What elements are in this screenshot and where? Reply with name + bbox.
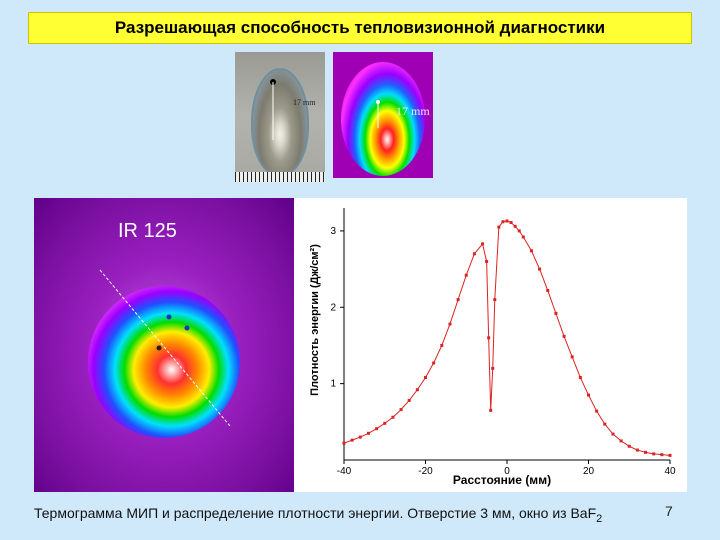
photo-spot xyxy=(251,68,309,176)
data-point xyxy=(383,421,387,425)
data-point xyxy=(358,435,362,439)
slide-title: Разрешающая способность тепловизионной д… xyxy=(28,12,692,44)
y-tick-label: 1 xyxy=(330,379,336,390)
data-point xyxy=(554,311,558,315)
data-point xyxy=(668,453,672,457)
data-point xyxy=(570,355,574,359)
ruler-scale xyxy=(235,172,325,182)
data-point xyxy=(424,376,427,380)
data-point xyxy=(464,273,468,277)
data-point xyxy=(415,388,419,392)
x-tick-label: -20 xyxy=(418,466,433,477)
photo-marker-line xyxy=(270,79,276,140)
data-point xyxy=(546,288,550,292)
data-point xyxy=(350,438,354,442)
data-point xyxy=(456,298,460,302)
data-point xyxy=(342,441,346,445)
data-point xyxy=(595,409,599,413)
data-point xyxy=(505,219,509,223)
thermogram-small xyxy=(333,52,433,178)
y-axis-label: Плотность энергии (Дж/см²) xyxy=(309,244,321,396)
x-tick-label: 0 xyxy=(504,466,510,477)
caption-subscript: 2 xyxy=(596,512,603,525)
data-point xyxy=(652,452,656,456)
data-point xyxy=(407,398,411,402)
data-point xyxy=(538,267,542,271)
data-point xyxy=(521,235,525,239)
data-point xyxy=(497,225,501,229)
data-point xyxy=(481,242,485,246)
data-point xyxy=(635,448,639,452)
thermogram-small-rings xyxy=(341,62,425,176)
x-axis-label: Расстояние (мм) xyxy=(453,473,551,487)
data-point xyxy=(578,376,582,380)
photo-size-label: 17 mm xyxy=(293,98,316,107)
data-point xyxy=(448,322,452,326)
data-point xyxy=(432,361,436,365)
data-point xyxy=(472,252,476,256)
y-tick-label: 2 xyxy=(330,302,336,313)
x-tick-label: -40 xyxy=(337,466,352,477)
x-tick-label: 40 xyxy=(664,466,676,477)
data-point xyxy=(562,334,566,338)
data-point xyxy=(375,427,379,431)
data-point xyxy=(627,444,631,448)
scan-line xyxy=(99,269,231,427)
data-point xyxy=(603,422,607,426)
data-point xyxy=(491,366,495,370)
data-point xyxy=(485,259,489,263)
data-point xyxy=(366,431,370,435)
thermogram-small-marker xyxy=(376,100,380,128)
x-tick-label: 20 xyxy=(583,466,595,477)
y-tick-label: 3 xyxy=(330,226,336,237)
thermogram-label: IR 125 xyxy=(118,220,177,242)
data-point xyxy=(513,224,517,228)
thermogram-large-rings xyxy=(88,286,240,438)
series-line xyxy=(343,220,671,456)
data-point xyxy=(399,408,403,412)
data-point xyxy=(501,220,505,224)
data-point xyxy=(619,439,623,443)
data-point xyxy=(587,393,590,397)
slide-caption: Термограмма МИП и распределение плотност… xyxy=(34,505,694,525)
caption-text: Термограмма МИП и распределение плотност… xyxy=(34,505,597,521)
energy-chart-panel: -40 -20 0 20 40 1 2 3 Расстояние (мм) Плотность… xyxy=(294,198,687,492)
thermogram-small-label: 17 mm xyxy=(396,104,430,118)
thermogram-large: IR 125 xyxy=(34,198,294,492)
data-point xyxy=(487,336,491,340)
data-point xyxy=(440,343,444,347)
data-point xyxy=(391,415,395,419)
energy-density-chart: -40 -20 0 20 40 1 2 3 Расстояние (мм) Плотность… xyxy=(309,208,676,487)
data-point xyxy=(529,249,533,253)
page-number: 7 xyxy=(665,503,673,519)
photo-image: 17 mm xyxy=(235,52,325,182)
data-point xyxy=(660,453,664,457)
data-point xyxy=(493,298,497,302)
data-point xyxy=(489,408,493,412)
data-point xyxy=(509,221,513,225)
data-point xyxy=(517,229,521,233)
data-point xyxy=(611,432,615,436)
data-point xyxy=(644,450,648,454)
